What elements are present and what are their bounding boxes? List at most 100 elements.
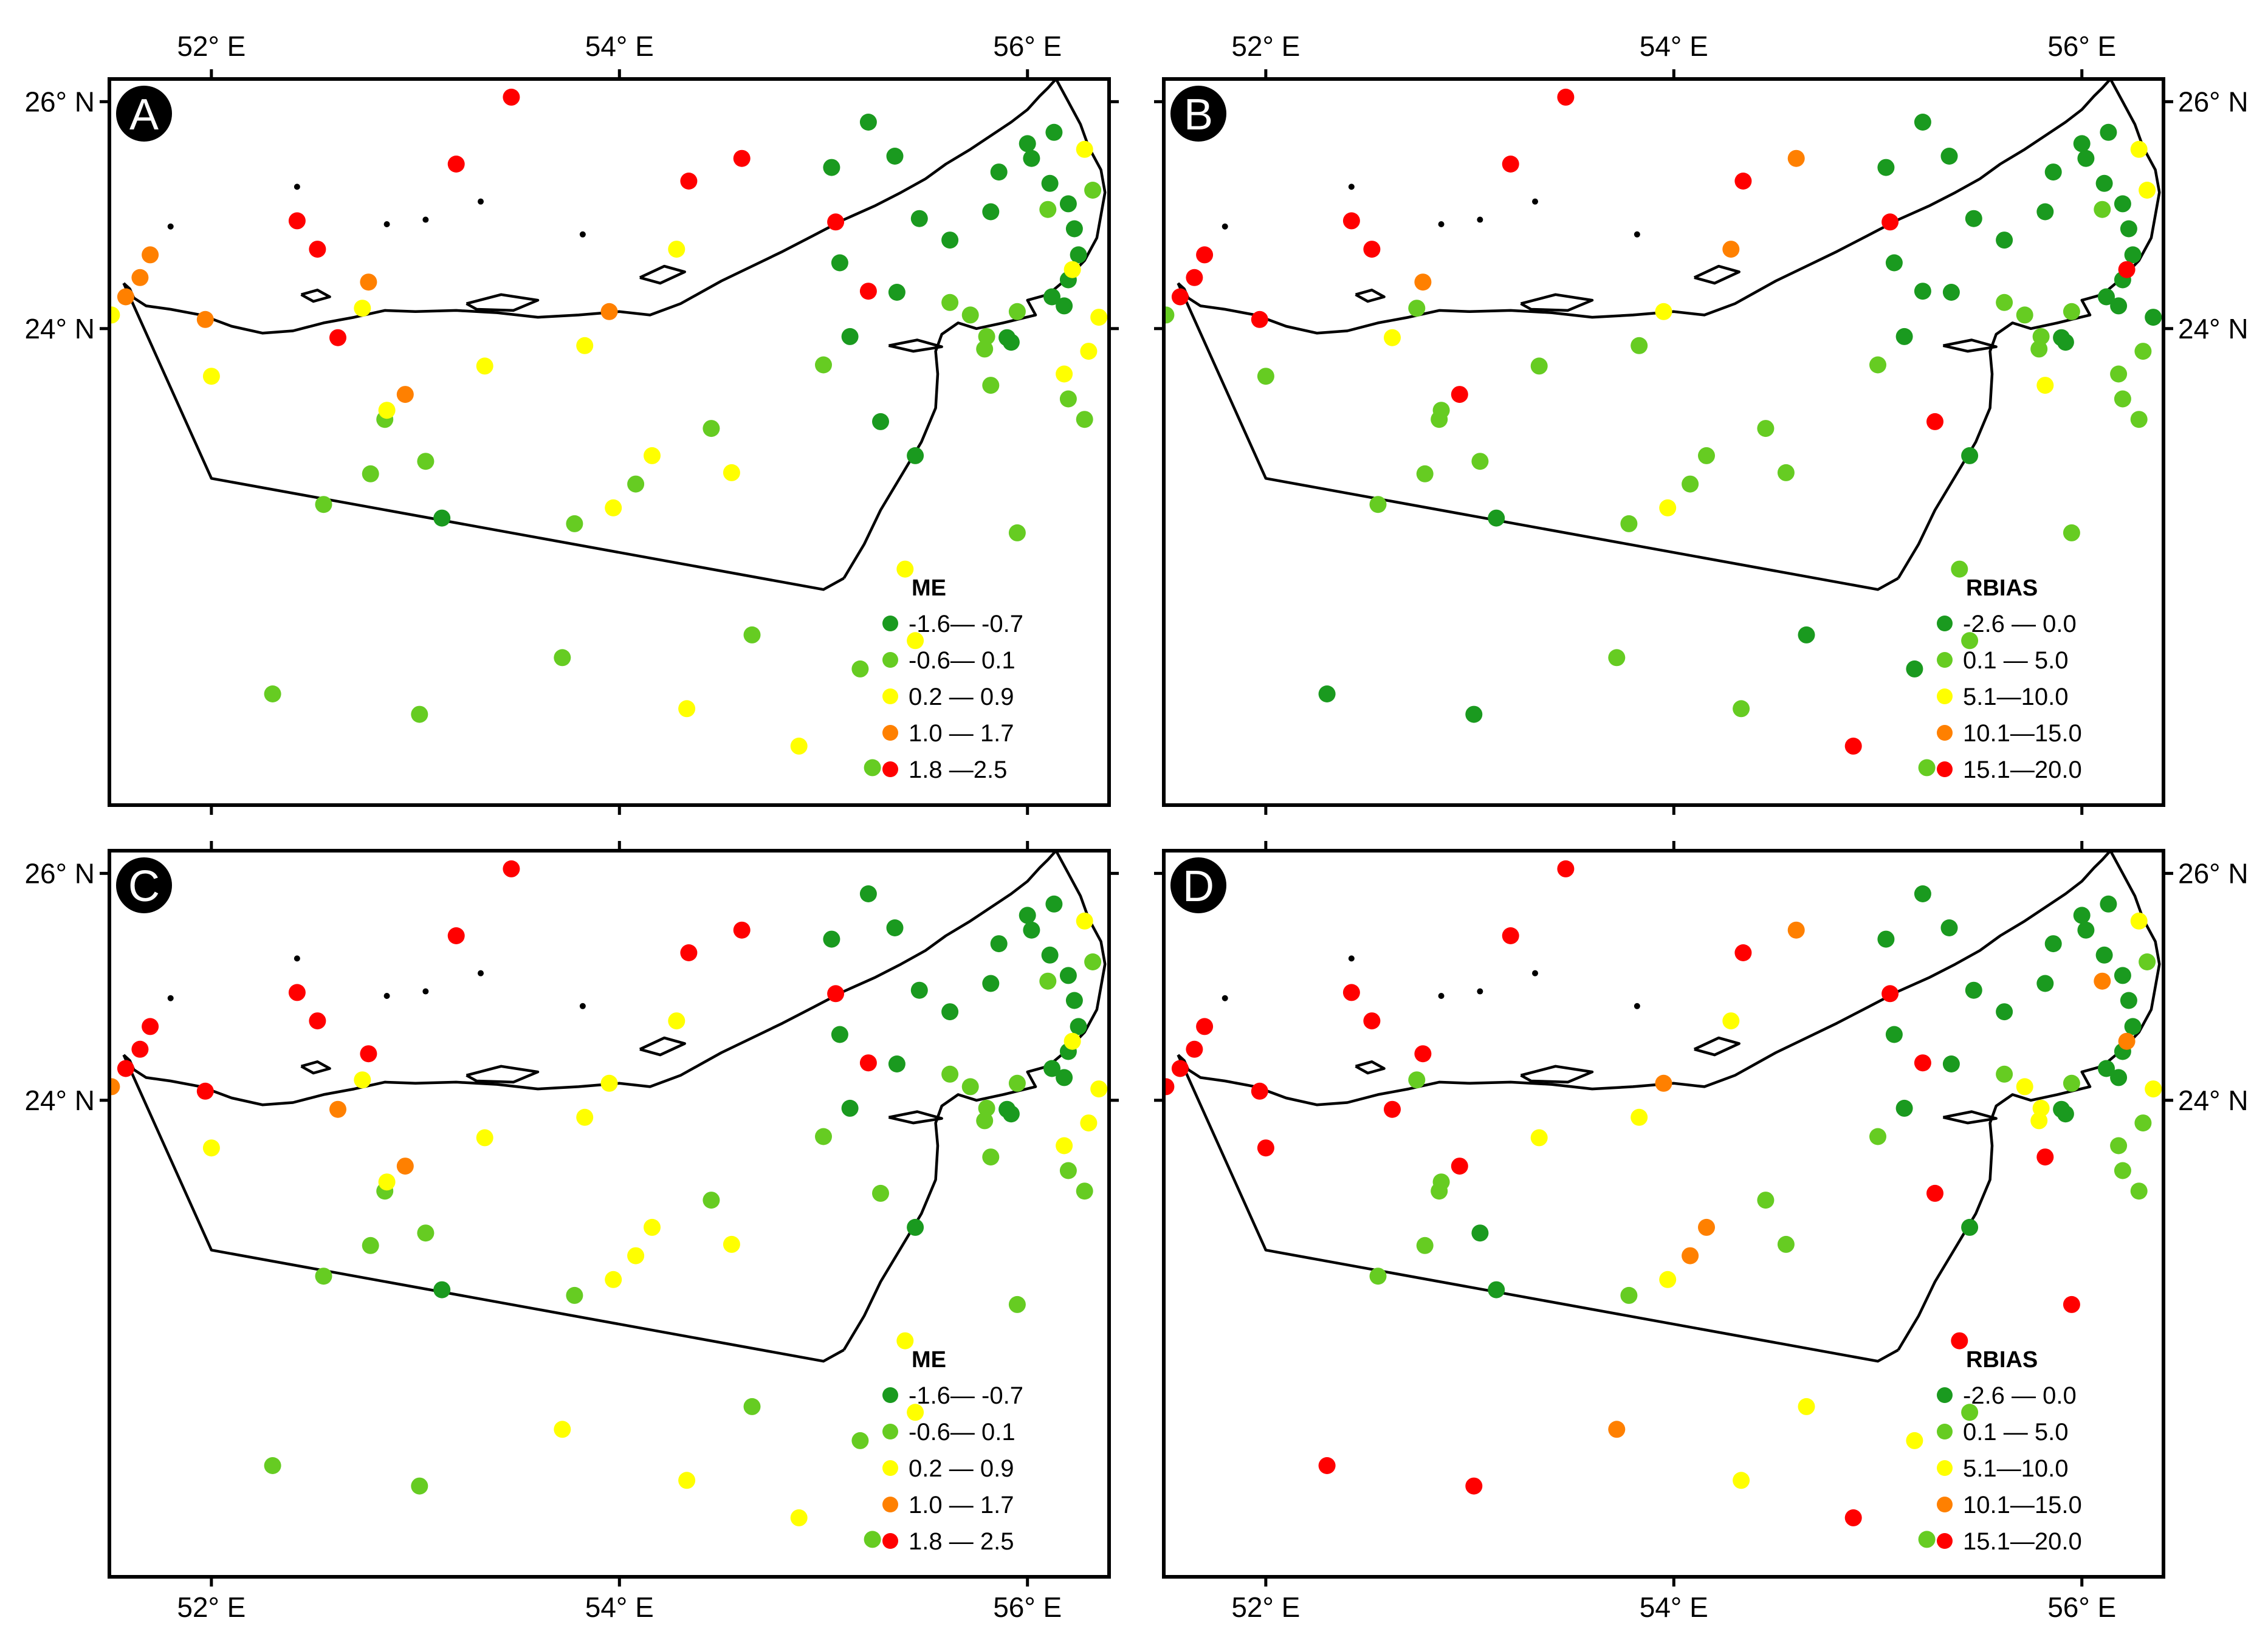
- legend-label: 10.1—15.0: [1963, 720, 2082, 747]
- station-point: [982, 377, 1000, 394]
- station-point: [2063, 1074, 2080, 1092]
- station-point: [2114, 390, 2131, 408]
- station-point: [2100, 895, 2117, 913]
- station-point: [1432, 1173, 1450, 1191]
- station-point: [2130, 140, 2148, 158]
- station-point: [1064, 261, 1081, 278]
- station-point: [2145, 309, 2162, 326]
- station-point: [1080, 343, 1098, 360]
- station-point: [1408, 1071, 1426, 1089]
- station-point: [941, 1003, 959, 1021]
- legend-swatch: [1937, 761, 1953, 777]
- station-point: [1080, 1114, 1098, 1132]
- station-point: [1895, 328, 1913, 345]
- islet: [579, 231, 586, 238]
- station-point: [1502, 156, 1519, 173]
- station-point: [1045, 123, 1063, 141]
- legend-label: 0.2 — 0.9: [909, 684, 1014, 710]
- station-point: [447, 927, 465, 944]
- station-point: [1914, 1054, 1931, 1072]
- station-point: [1488, 509, 1505, 527]
- station-point: [2118, 1032, 2136, 1050]
- station-point: [982, 975, 1000, 992]
- station-point: [1996, 1065, 2013, 1083]
- station-point: [1008, 1074, 1026, 1092]
- station-point: [131, 1040, 149, 1058]
- station-point: [554, 649, 571, 667]
- station-point: [142, 246, 159, 264]
- lon-tick-label: 52° E: [177, 1591, 246, 1623]
- station-point: [680, 173, 698, 190]
- station-point: [378, 1173, 396, 1191]
- station-point: [196, 311, 214, 328]
- legend-label: 15.1—20.0: [1963, 757, 2082, 783]
- lon-tick-label: 54° E: [585, 1591, 654, 1623]
- lat-tick-label: 24° N: [24, 313, 95, 345]
- station-point: [1530, 357, 1548, 375]
- station-point: [1914, 885, 1931, 902]
- legend-label: 0.2 — 0.9: [909, 1455, 1014, 1482]
- station-point: [1318, 685, 1336, 702]
- station-point: [703, 1192, 720, 1209]
- station-point: [2094, 972, 2111, 990]
- station-point: [1019, 907, 1036, 924]
- legend-label: 1.0 — 1.7: [909, 720, 1014, 747]
- station-point: [315, 1268, 332, 1285]
- islet: [1532, 970, 1538, 976]
- coastline: [122, 851, 1057, 1106]
- island: [1520, 293, 1594, 312]
- station-point: [142, 1018, 159, 1035]
- station-point: [503, 88, 520, 106]
- panel-frame: [1162, 849, 2165, 1579]
- station-point: [1914, 114, 1931, 131]
- legend-title: ME: [912, 1347, 946, 1373]
- station-point: [417, 453, 435, 470]
- legend-swatch: [1937, 1497, 1953, 1512]
- islet: [579, 1003, 586, 1009]
- station-point: [823, 159, 840, 176]
- eastern-coast-border: [842, 851, 1107, 1351]
- legend-label: -2.6 — 0.0: [1963, 1382, 2077, 1409]
- legend-title: RBIAS: [1966, 575, 2038, 601]
- station-point: [1059, 195, 1077, 213]
- station-point: [1056, 1069, 1073, 1086]
- station-point: [1798, 626, 1815, 643]
- lat-tick-label: 26° N: [24, 857, 95, 889]
- legend-label: -0.6— 0.1: [909, 1419, 1015, 1446]
- station-point: [1698, 1218, 1715, 1236]
- station-point: [1408, 300, 1426, 317]
- station-point: [1471, 1224, 1489, 1242]
- station-point: [1008, 1295, 1026, 1313]
- station-point: [1059, 390, 1077, 408]
- station-point: [2130, 1182, 2148, 1200]
- islet: [422, 988, 429, 995]
- station-point: [1914, 283, 1931, 300]
- panel-badge: [116, 857, 172, 913]
- legend-label: -0.6— 0.1: [909, 647, 1015, 674]
- station-point: [554, 1421, 571, 1438]
- station-point: [1655, 303, 1672, 320]
- station-point: [1698, 447, 1715, 464]
- station-point: [1965, 210, 1982, 227]
- legend-title: RBIAS: [1966, 1347, 2038, 1373]
- station-point: [1906, 1432, 1923, 1449]
- southern-border: [122, 1054, 845, 1363]
- station-point: [1008, 524, 1026, 541]
- legend-label: -1.6— -0.7: [909, 1382, 1023, 1409]
- station-point: [2063, 524, 2080, 541]
- station-point: [411, 705, 428, 723]
- station-point: [447, 156, 465, 173]
- station-point: [2036, 1148, 2054, 1166]
- station-point: [1951, 560, 1968, 578]
- station-point: [864, 1531, 881, 1548]
- lon-tick-label: 56° E: [2047, 1591, 2116, 1623]
- station-point: [600, 303, 618, 320]
- legend-label: 1.8 —2.5: [909, 757, 1007, 783]
- station-point: [576, 1108, 594, 1126]
- station-point: [2118, 261, 2136, 278]
- station-point: [851, 660, 869, 678]
- station-point: [1961, 447, 1979, 464]
- station-point: [941, 293, 959, 311]
- station-point: [1056, 1137, 1073, 1155]
- station-point: [1655, 1074, 1672, 1092]
